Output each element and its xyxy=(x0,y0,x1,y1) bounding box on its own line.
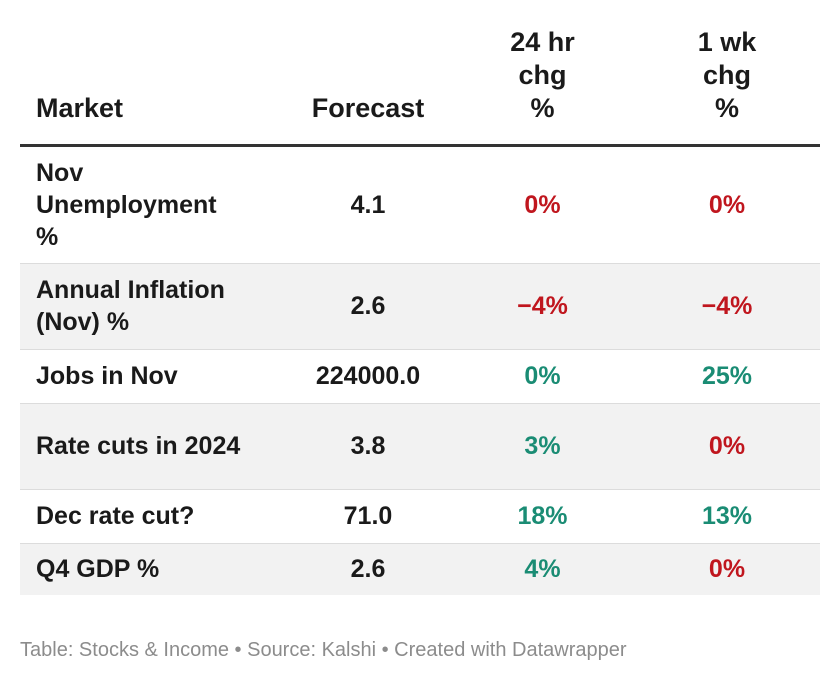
cell-forecast: 224000.0 xyxy=(315,362,421,390)
cell-market: Dec rate cut? xyxy=(36,502,195,530)
table-row: Rate cuts in 2024 3.8 3% 0% xyxy=(20,403,820,489)
cell-1wk-change: 0% xyxy=(708,190,746,219)
cell-24hr-change: 4% xyxy=(524,555,561,584)
cell-market: Annual Inflation (Nov) % xyxy=(36,276,225,336)
cell-forecast: 3.8 xyxy=(350,432,386,460)
cell-market: Q4 GDP % xyxy=(36,555,160,584)
header-1wk-change[interactable]: 1 wk chg % xyxy=(634,0,820,147)
table-footer-credit: Table: Stocks & Income • Source: Kalshi … xyxy=(20,639,627,661)
table-header-row: Market Forecast 24 hr chg % 1 wk chg % xyxy=(20,0,820,147)
cell-1wk-change: −4% xyxy=(701,292,753,320)
cell-1wk-change: 25% xyxy=(701,362,753,390)
cell-market: Jobs in Nov xyxy=(36,362,178,390)
cell-24hr-change: −4% xyxy=(517,292,568,320)
header-24hr-change[interactable]: 24 hr chg % xyxy=(451,0,634,147)
data-table-container: Market Forecast 24 hr chg % 1 wk chg % N… xyxy=(20,0,820,595)
cell-24hr-change: 3% xyxy=(524,432,561,460)
cell-market: Rate cuts in 2024 xyxy=(36,432,241,460)
table-row: Annual Inflation (Nov) % 2.6 −4% −4% xyxy=(20,263,820,349)
cell-24hr-change: 0% xyxy=(524,362,561,390)
table-row: Jobs in Nov 224000.0 0% 25% xyxy=(20,349,820,403)
table-row: Dec rate cut? 71.0 18% 13% xyxy=(20,489,820,543)
cell-1wk-change: 0% xyxy=(708,555,746,584)
cell-24hr-change: 18% xyxy=(517,502,568,530)
cell-forecast: 2.6 xyxy=(350,292,386,320)
cell-forecast: 2.6 xyxy=(350,555,386,584)
header-forecast[interactable]: Forecast xyxy=(285,0,451,147)
cell-forecast: 4.1 xyxy=(350,190,386,219)
table-row: Nov Unemployment % 4.1 0% 0% xyxy=(20,145,820,263)
cell-1wk-change: 13% xyxy=(701,502,753,530)
cell-1wk-change: 0% xyxy=(708,432,746,460)
cell-market: Nov Unemployment % xyxy=(36,158,217,251)
cell-forecast: 71.0 xyxy=(343,502,393,530)
table-row: Q4 GDP % 2.6 4% 0% xyxy=(20,543,820,595)
market-forecast-table: Market Forecast 24 hr chg % 1 wk chg % N… xyxy=(20,0,820,595)
header-market[interactable]: Market xyxy=(20,0,285,147)
cell-24hr-change: 0% xyxy=(524,190,561,219)
